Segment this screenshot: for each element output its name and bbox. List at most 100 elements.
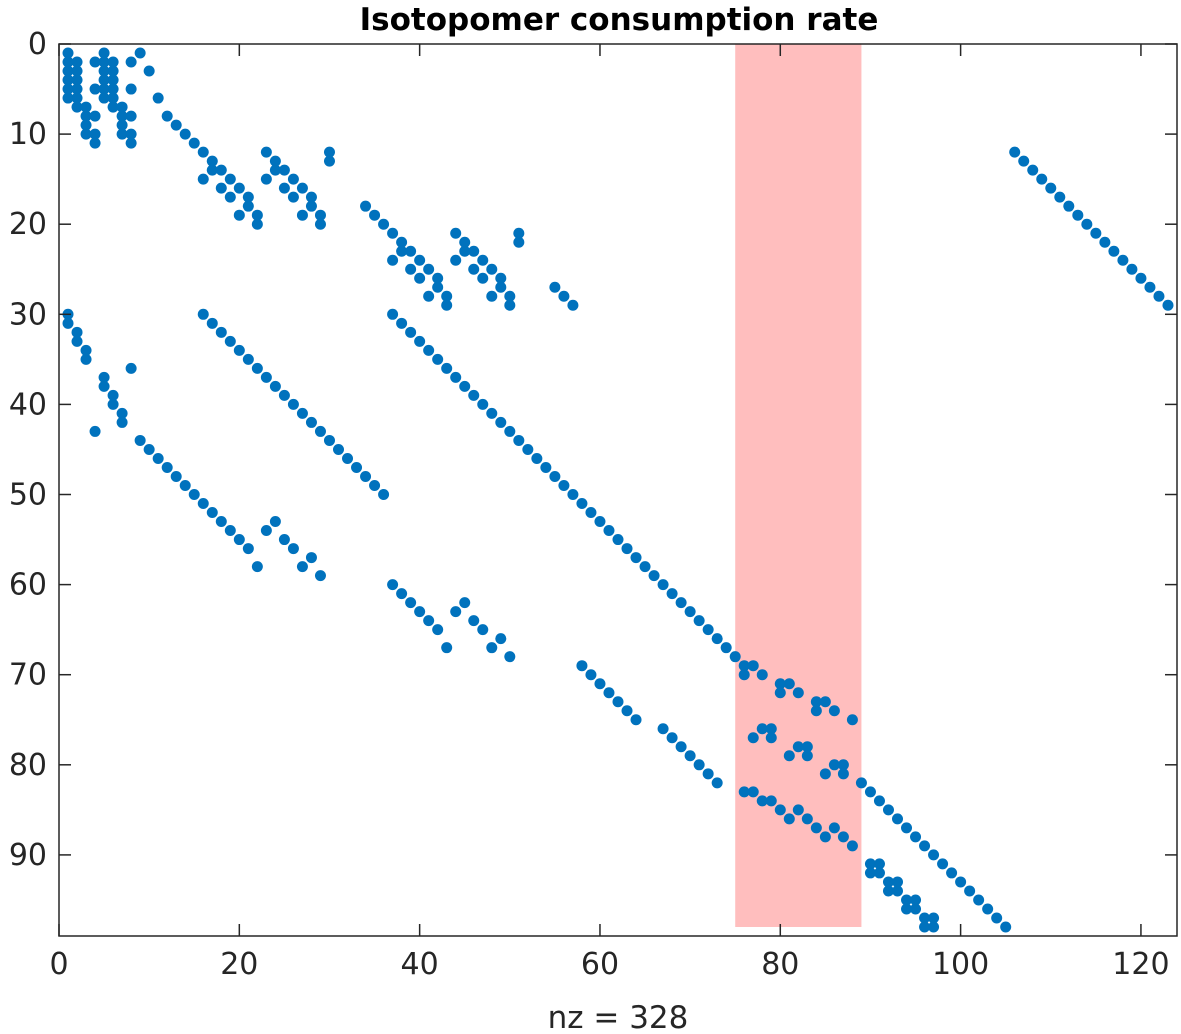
data-point [648, 570, 660, 582]
data-point [1099, 236, 1111, 248]
x-tick-label: 40 [401, 947, 439, 982]
data-point [414, 606, 426, 618]
data-point [846, 714, 858, 726]
data-point [197, 173, 209, 185]
y-tick-label: 80 [9, 748, 47, 783]
data-point [837, 768, 849, 780]
data-point [549, 281, 561, 293]
data-point [224, 335, 236, 347]
data-point [1000, 921, 1012, 933]
data-point [558, 479, 570, 491]
data-point [62, 47, 74, 59]
data-point [657, 723, 669, 735]
data-point [125, 362, 137, 374]
data-point [206, 164, 218, 176]
x-tick-label: 20 [220, 947, 258, 982]
data-point [251, 218, 263, 230]
data-point [369, 479, 381, 491]
data-point [125, 137, 137, 149]
data-point [134, 47, 146, 59]
data-point [432, 353, 444, 365]
data-point [89, 425, 101, 437]
data-point [1063, 200, 1075, 212]
data-point [161, 461, 173, 473]
data-point [323, 146, 335, 158]
y-tick-label: 50 [9, 478, 47, 513]
data-point [711, 633, 723, 645]
data-point [215, 182, 227, 194]
data-point [1036, 173, 1048, 185]
data-point [738, 669, 750, 681]
data-point [414, 254, 426, 266]
y-tick-label: 70 [9, 658, 47, 693]
data-point [71, 56, 83, 68]
data-point [468, 245, 480, 257]
data-point [89, 110, 101, 122]
data-point [504, 299, 516, 311]
data-point [116, 416, 128, 428]
data-point [179, 479, 191, 491]
data-point [251, 561, 263, 573]
data-point [828, 705, 840, 717]
y-tick-label: 20 [9, 207, 47, 242]
data-point [783, 813, 795, 825]
data-point [387, 579, 399, 591]
data-point [576, 660, 588, 672]
data-point [71, 326, 83, 338]
data-point [747, 732, 759, 744]
data-point [819, 696, 831, 708]
data-point [432, 624, 444, 636]
data-point [666, 732, 678, 744]
data-point [233, 209, 245, 221]
data-point [828, 822, 840, 834]
data-point [423, 344, 435, 356]
data-point [810, 696, 822, 708]
data-point [233, 534, 245, 546]
data-point [504, 651, 516, 663]
data-point [873, 795, 885, 807]
data-point [278, 534, 290, 546]
data-point [378, 489, 390, 501]
data-point [98, 47, 110, 59]
data-point [62, 83, 74, 95]
data-point [657, 579, 669, 591]
data-point [513, 227, 525, 239]
data-point [892, 813, 903, 825]
data-point [450, 227, 462, 239]
data-point [792, 804, 804, 816]
data-point [1027, 164, 1039, 176]
y-tick-label: 60 [9, 568, 47, 603]
data-point [991, 912, 1003, 924]
data-point [89, 137, 101, 149]
data-point [621, 543, 633, 555]
data-point [414, 335, 426, 347]
data-point [675, 741, 687, 753]
data-point [314, 209, 326, 221]
data-point [504, 290, 516, 302]
data-point [1072, 209, 1084, 221]
data-point [251, 362, 263, 374]
data-point [810, 822, 822, 834]
data-point [702, 768, 714, 780]
data-point [305, 552, 317, 564]
data-point [323, 155, 335, 167]
data-point [98, 56, 110, 68]
data-point [125, 110, 137, 122]
data-point [71, 74, 83, 86]
data-point [729, 651, 741, 663]
data-point [287, 398, 299, 410]
data-point [477, 254, 489, 266]
data-point [405, 245, 417, 257]
data-point [747, 786, 759, 798]
data-point [107, 74, 119, 86]
data-point [522, 443, 534, 455]
data-point [89, 83, 101, 95]
data-point [116, 110, 128, 122]
data-point [450, 606, 462, 618]
data-point [170, 470, 182, 482]
axis-ticks: 0 20 40 60 80 100 120 0 10 20 30 40 50 60 70 80 90 [9, 27, 1177, 982]
highlight-band [735, 44, 862, 927]
data-point [143, 443, 155, 455]
data-point [242, 200, 254, 212]
